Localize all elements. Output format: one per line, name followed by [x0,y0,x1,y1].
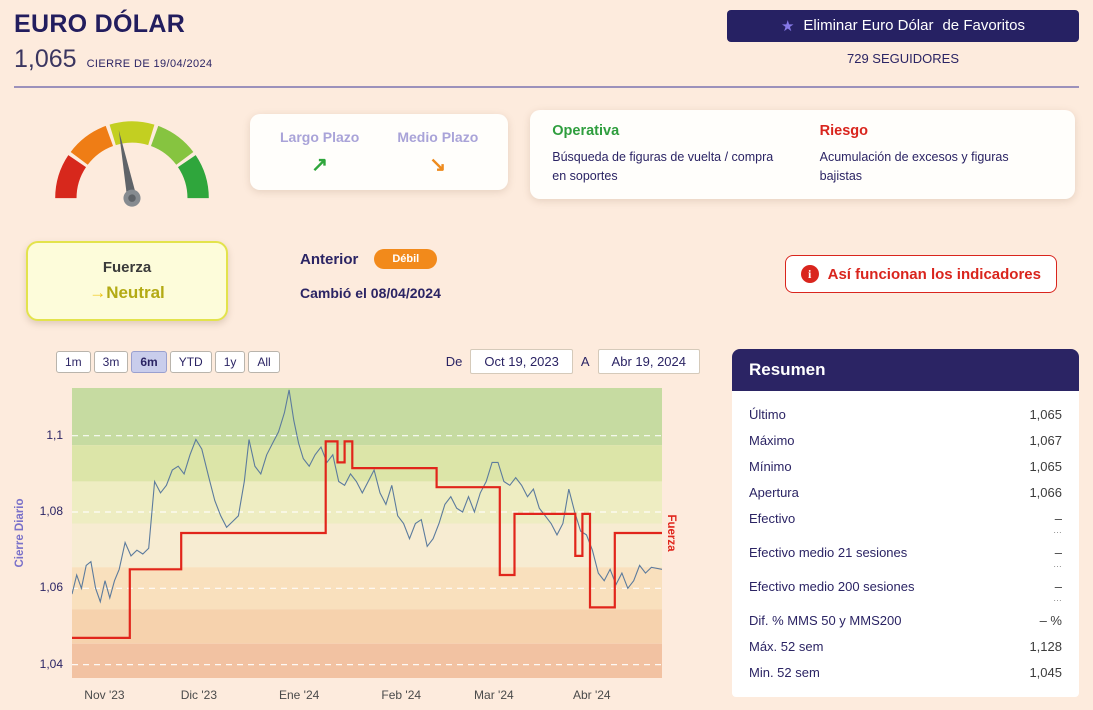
fuerza-row: Fuerza →Neutral Anterior Débil Cambió el… [14,241,1079,321]
anterior-status-badge: Débil [374,249,438,269]
anterior-label: Anterior [300,250,359,268]
table-row: Máx. 52 sem 1,128 [749,638,1062,654]
header-divider [14,86,1079,88]
last-price: 1,065 [14,45,77,73]
strength-gauge-icon [36,100,228,217]
y-axis-tick: 1,06 [39,580,63,595]
indicators-row: Largo Plazo ↗ Medio Plazo ↘ Operativa Bú… [14,88,1079,217]
y-axis-tick: 1,04 [39,656,63,671]
operativa-riesgo-card: Operativa Búsqueda de figuras de vuelta … [530,110,1075,199]
plot-area: Nov '23 Dic '23 Ene '24 Feb '24 Mar '24 Abr '… [71,388,663,706]
date-from-label: De [445,354,463,369]
table-row: Dif. % MMS 50 y MMS200– % [749,612,1062,628]
y-axis-tick: 1,08 [39,504,63,518]
x-axis-tick: Abr '24 [572,688,611,702]
chart-section: 1m 3m 6m YTD 1y All De Oct 19, 2023 A Ab… [14,349,712,706]
page-title: EURO DÓLAR [14,10,186,38]
anterior-block: Anterior Débil Cambió el 08/04/2024 [300,241,441,301]
indicators-help-link[interactable]: i Así funcionan los indicadores [784,255,1057,293]
right-axis-title: Fuerza [665,514,677,552]
price-row: 1,065 CIERRE DE 19/04/2024 [14,45,213,74]
table-row: Efectivo –… [749,510,1062,535]
resumen-body: Último 1,065 Máximo 1,067 Mínimo 1,065 Aper… [732,391,1079,698]
x-axis-tick: Nov '23 [84,688,125,702]
date-to-input[interactable]: Abr 19, 2024 [597,349,700,374]
x-axis-tick: Mar '24 [474,688,514,702]
riesgo-text: Acumulación de excesos y figuras bajista… [819,150,1009,183]
medium-term-block: Medio Plazo ↘ [397,129,478,175]
range-button-ytd[interactable]: YTD [169,350,212,373]
right-arrow-icon: → [89,283,107,302]
followers-count: 729 SEGUIDORES [847,51,959,66]
range-button-3m[interactable]: 3m [93,350,129,373]
trend-card: Largo Plazo ↗ Medio Plazo ↘ [250,114,509,190]
fuerza-state: Neutral [106,283,165,302]
operativa-text: Búsqueda de figuras de vuelta / compra e… [552,150,774,183]
medium-term-label: Medio Plazo [397,129,479,145]
favorite-button-suffix: de Favoritos [942,17,1026,34]
price-caption: CIERRE DE 19/04/2024 [86,58,213,70]
y-axis-tick: 1,1 [46,427,63,442]
range-button-1m[interactable]: 1m [56,350,91,373]
table-row: Min. 52 sem 1,045 [749,664,1062,680]
table-row: Último 1,065 [749,406,1062,422]
x-axis-tick: Ene '24 [278,688,320,702]
trend-up-icon: ↗ [311,154,329,176]
table-row: Efectivo medio 21 sesiones –… [749,544,1062,569]
header: EURO DÓLAR 1,065 CIERRE DE 19/04/2024 ★ … [14,10,1079,74]
riesgo-title: Riesgo [819,123,868,139]
x-axis-tick: Feb '24 [381,688,422,702]
range-button-all[interactable]: All [248,350,280,373]
star-icon: ★ [780,18,795,35]
table-row: Mínimo 1,065 [749,458,1062,474]
date-to-label: A [580,354,590,369]
date-from-input[interactable]: Oct 19, 2023 [470,349,573,374]
table-row: Apertura 1,066 [749,484,1062,500]
operativa-title: Operativa [552,123,620,139]
long-term-block: Largo Plazo ↗ [280,129,359,175]
changed-date-text: Cambió el 08/04/2024 [300,285,441,301]
range-button-1y[interactable]: 1y [214,350,246,373]
favorites-block: ★ Eliminar Euro Dólar de Favoritos 729 S… [727,10,1079,66]
instrument-block: EURO DÓLAR 1,065 CIERRE DE 19/04/2024 [14,10,213,74]
table-row: Efectivo medio 200 sesiones –… [749,578,1062,603]
y-axis-ticks: 1,1 1,08 1,06 1,04 [32,388,72,678]
y-axis-title: Cierre Diario [14,498,26,568]
fuerza-card: Fuerza →Neutral [26,241,228,321]
fuerza-value: →Neutral [38,283,216,303]
riesgo-block: Riesgo Acumulación de excesos y figuras … [820,123,1053,186]
anterior-row: Anterior Débil [300,249,441,269]
x-axis-ticks: Nov '23 Dic '23 Ene '24 Feb '24 Mar '24 Abr '… [72,688,662,706]
fuerza-title: Fuerza [102,259,152,276]
resumen-title: Resumen [732,349,1079,391]
chart: Cierre Diario 1,1 1,08 1,06 1,04 Nov '23 Dic… [14,388,712,706]
remove-favorite-button[interactable]: ★ Eliminar Euro Dólar de Favoritos [727,10,1079,42]
range-button-6m[interactable]: 6m [131,350,167,373]
long-term-label: Largo Plazo [280,129,360,145]
bottom-section: 1m 3m 6m YTD 1y All De Oct 19, 2023 A Ab… [14,349,1079,706]
info-icon: i [800,265,819,283]
favorite-button-label: Eliminar Euro Dólar [803,17,934,34]
operativa-block: Operativa Búsqueda de figuras de vuelta … [552,123,785,186]
x-axis-tick: Dic '23 [180,688,217,702]
gauge-needle [118,130,141,207]
table-row: Máximo 1,067 [749,432,1062,448]
trend-down-icon: ↘ [429,154,447,176]
date-range-controls: De Oct 19, 2023 A Abr 19, 2024 [446,349,700,374]
resumen-panel: Resumen Último 1,065 Máximo 1,067 Mínimo 1,… [732,349,1079,706]
chart-controls: 1m 3m 6m YTD 1y All De Oct 19, 2023 A Ab… [56,349,700,374]
price-fuerza-plot [71,388,663,678]
indicators-help-label: Así funcionan los indicadores [827,265,1041,283]
